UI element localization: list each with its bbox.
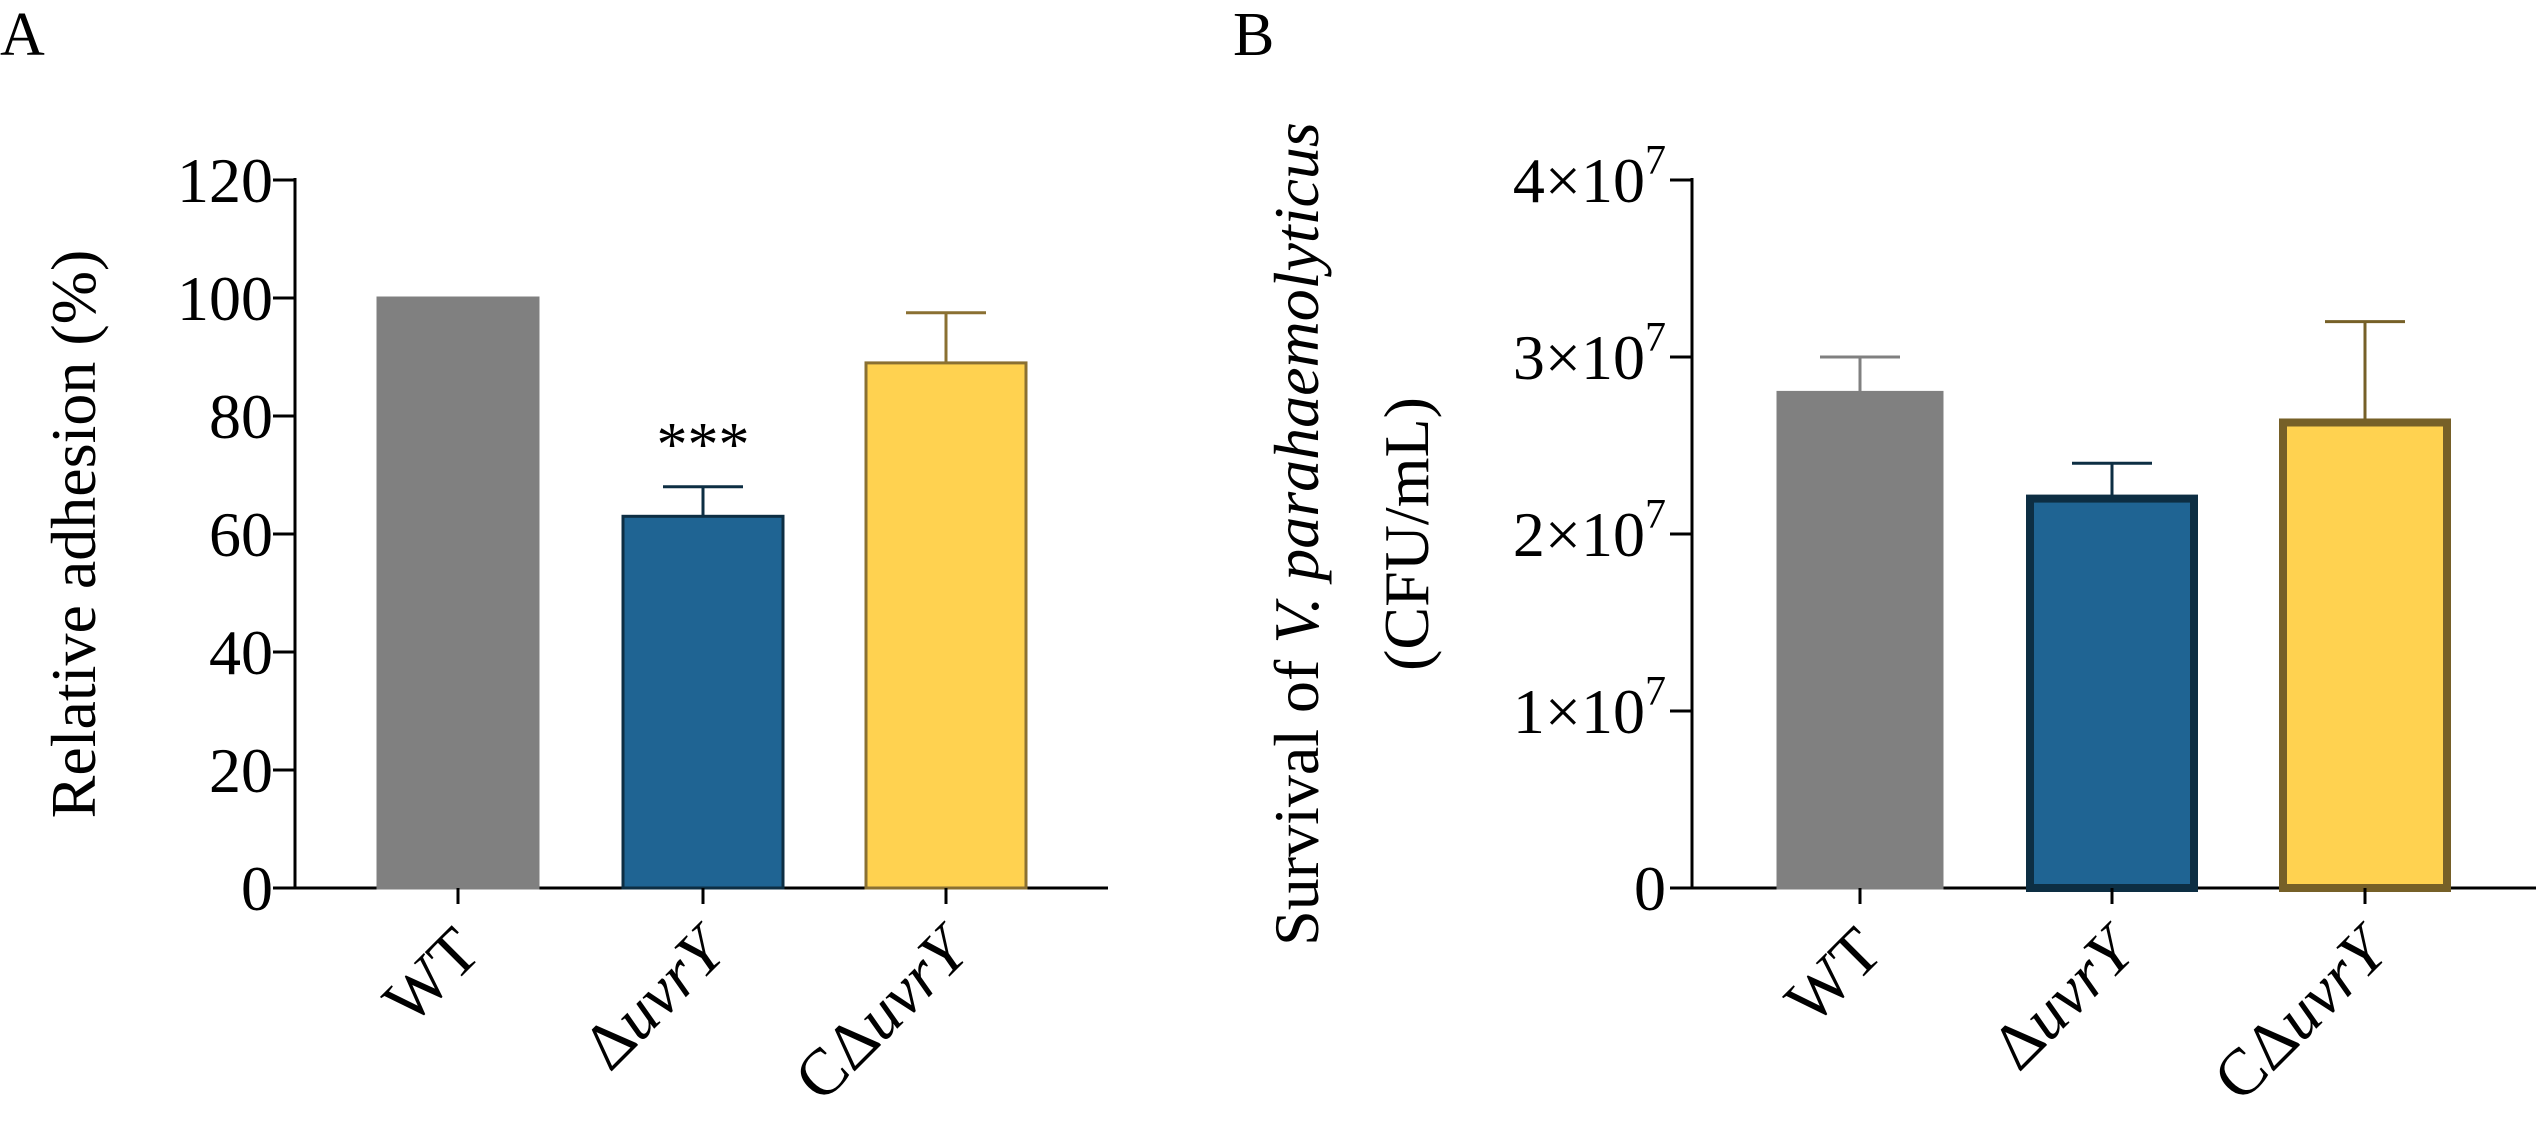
y-tick-label: 0 (1634, 853, 1666, 924)
y-axis-title-line1: Survival of V. parahaemolyticus (1261, 122, 1332, 946)
x-tick-label-1: ΔuvrY (1978, 910, 2152, 1084)
panel-label-b: B (1233, 1, 1274, 69)
y-tick-label: 0 (241, 853, 273, 924)
x-tick-label-0: WT (1771, 914, 1895, 1038)
y-tick-label: 20 (209, 735, 273, 806)
significance-label: *** (657, 411, 750, 479)
x-tick-label-2: CΔuvrY (2200, 910, 2405, 1115)
y-tick-label: 40 (209, 617, 273, 688)
bar-3 (2279, 418, 2451, 892)
x-tick-label-2: CΔuvrY (781, 910, 986, 1115)
bar-1 (376, 296, 540, 890)
y-tick-label: 80 (209, 381, 273, 452)
panel-b: B 0 1×107 2×107 3×107 4×107 Survival of V. par… (1233, 1, 2536, 1115)
panel-label-a: A (0, 1, 45, 69)
x-tick-label-0: WT (369, 914, 493, 1038)
y-tick-label: 60 (209, 499, 273, 570)
y-tick-label: 120 (177, 145, 273, 216)
y-axis-title: Relative adhesion (%) (38, 250, 109, 819)
bar-3 (864, 361, 1028, 890)
panel-a: A 0 20 40 60 80 100 120 Relative adhesion (%) WT *… (0, 1, 1108, 1115)
bar-1 (1776, 390, 1944, 890)
bar-2 (621, 514, 785, 890)
y-tick-label: 3×107 (1513, 315, 1666, 393)
y-tick-label: 1×107 (1513, 669, 1666, 747)
bar-2 (2026, 494, 2198, 892)
y-tick-label: 4×107 (1513, 138, 1666, 216)
y-axis-title-line2: (CFU/mL) (1371, 397, 1442, 671)
y-tick-label: 100 (177, 263, 273, 334)
y-tick-label: 2×107 (1513, 492, 1666, 570)
x-tick-label-1: ΔuvrY (569, 910, 743, 1084)
